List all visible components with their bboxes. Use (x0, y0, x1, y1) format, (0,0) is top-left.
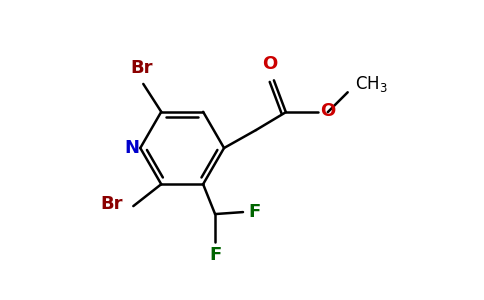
Text: O: O (320, 102, 335, 120)
Text: N: N (125, 139, 140, 157)
Text: CH$_3$: CH$_3$ (355, 74, 388, 94)
Text: Br: Br (100, 195, 122, 213)
Text: O: O (262, 56, 277, 74)
Text: F: F (249, 203, 261, 221)
Text: Br: Br (130, 59, 152, 77)
Text: F: F (209, 246, 221, 264)
